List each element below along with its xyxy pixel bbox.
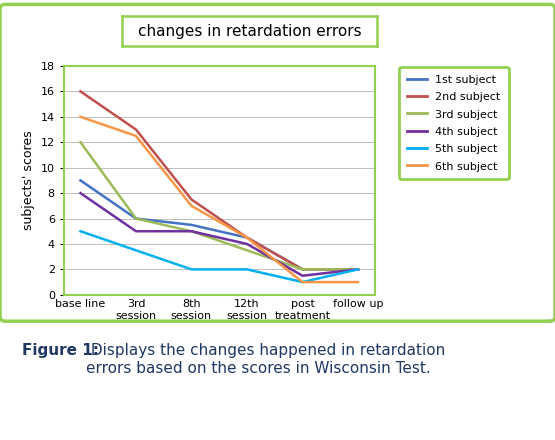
Text: changes in retardation errors: changes in retardation errors bbox=[138, 24, 361, 39]
Text: Figure 1:: Figure 1: bbox=[22, 343, 99, 358]
Text: Displays the changes happened in retardation
errors based on the scores in Wisco: Displays the changes happened in retarda… bbox=[86, 343, 445, 376]
Y-axis label: subjects' scores: subjects' scores bbox=[22, 131, 35, 230]
Legend: 1st subject, 2nd subject, 3rd subject, 4th subject, 5th subject, 6th subject: 1st subject, 2nd subject, 3rd subject, 4… bbox=[399, 67, 508, 180]
